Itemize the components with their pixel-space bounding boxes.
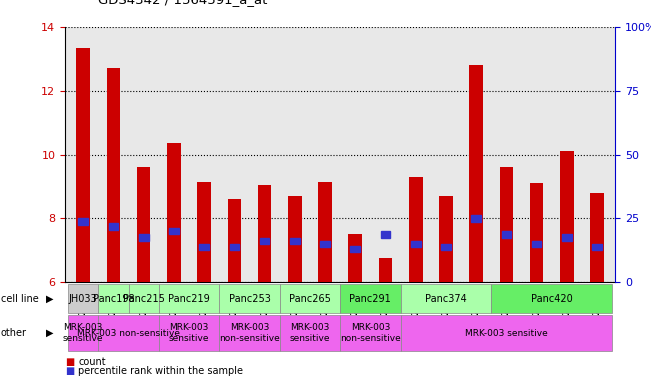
Text: Panc198: Panc198: [92, 293, 134, 304]
Bar: [532, 241, 542, 247]
Text: Panc291: Panc291: [350, 293, 391, 304]
Text: Panc265: Panc265: [289, 293, 331, 304]
Bar: [590, 193, 604, 282]
Text: ▶: ▶: [46, 293, 53, 304]
Bar: [562, 234, 572, 241]
Bar: [348, 234, 362, 282]
Text: Panc253: Panc253: [229, 293, 270, 304]
Bar: [501, 231, 511, 238]
Text: MRK-003
sensitive: MRK-003 sensitive: [63, 323, 104, 343]
Bar: [197, 182, 211, 282]
Bar: [76, 48, 90, 282]
Text: ▶: ▶: [46, 328, 53, 338]
Text: Panc420: Panc420: [531, 293, 573, 304]
Bar: [439, 196, 452, 282]
Bar: [441, 244, 450, 250]
Text: ■: ■: [65, 366, 74, 376]
Text: Panc374: Panc374: [425, 293, 467, 304]
Text: GDS4342 / 1564591_a_at: GDS4342 / 1564591_a_at: [98, 0, 267, 6]
Text: JH033: JH033: [69, 293, 98, 304]
Bar: [379, 258, 393, 282]
Text: MRK-003
sensitive: MRK-003 sensitive: [169, 323, 209, 343]
Bar: [320, 241, 330, 247]
Bar: [411, 241, 421, 247]
Bar: [139, 234, 148, 241]
Text: count: count: [78, 357, 105, 367]
Bar: [469, 65, 483, 282]
Bar: [560, 151, 574, 282]
Bar: [109, 223, 118, 230]
Bar: [230, 244, 239, 250]
Bar: [592, 244, 602, 250]
Bar: [167, 143, 181, 282]
Text: MRK-003
sensitive: MRK-003 sensitive: [290, 323, 330, 343]
Text: Panc215: Panc215: [123, 293, 165, 304]
Bar: [471, 215, 481, 222]
Bar: [499, 167, 513, 282]
Bar: [137, 167, 150, 282]
Text: other: other: [1, 328, 27, 338]
Text: MRK-003
non-sensitive: MRK-003 non-sensitive: [219, 323, 280, 343]
Bar: [107, 68, 120, 282]
Bar: [169, 228, 179, 234]
Bar: [318, 182, 332, 282]
Bar: [78, 218, 88, 225]
Bar: [290, 238, 299, 244]
Bar: [350, 245, 360, 252]
Text: MRK-003 sensitive: MRK-003 sensitive: [465, 329, 547, 338]
Text: cell line: cell line: [1, 293, 38, 304]
Bar: [228, 199, 241, 282]
Bar: [260, 238, 270, 244]
Text: percentile rank within the sample: percentile rank within the sample: [78, 366, 243, 376]
Text: Panc219: Panc219: [168, 293, 210, 304]
Text: MRK-003
non-sensitive: MRK-003 non-sensitive: [340, 323, 401, 343]
Bar: [199, 244, 209, 250]
Text: MRK-003 non-sensitive: MRK-003 non-sensitive: [77, 329, 180, 338]
Bar: [258, 185, 271, 282]
Bar: [381, 231, 391, 238]
Bar: [409, 177, 422, 282]
Bar: [288, 196, 301, 282]
Bar: [530, 183, 544, 282]
Text: ■: ■: [65, 357, 74, 367]
